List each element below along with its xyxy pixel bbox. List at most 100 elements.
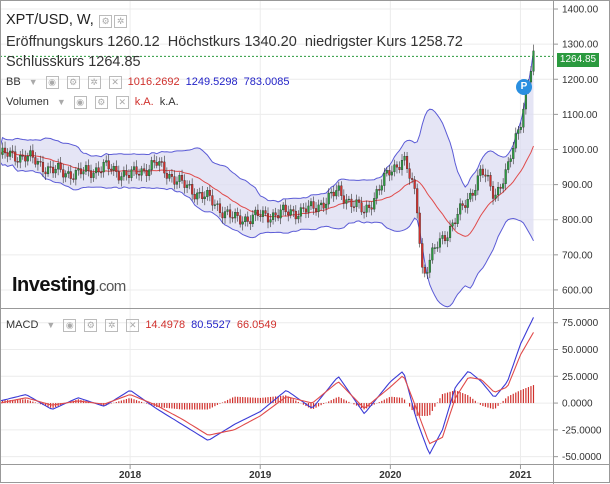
eye-icon[interactable]: ◉ (63, 318, 77, 332)
candle-body (428, 259, 431, 273)
candle-body (360, 202, 363, 213)
candle-body (254, 209, 257, 216)
candle-body (385, 170, 388, 174)
candle-body (307, 205, 310, 213)
candle-body (89, 170, 93, 178)
candle-body (398, 167, 401, 170)
candle-body (426, 272, 429, 274)
candle-body (122, 170, 125, 177)
macd-label: MACD (6, 319, 39, 331)
candle-body (322, 202, 325, 209)
candle-body (16, 161, 19, 163)
gear-icon[interactable]: ✲ (87, 75, 101, 89)
candle-body (79, 168, 82, 175)
price-tick-label: 800.00 (562, 215, 593, 226)
candle-body (57, 163, 60, 170)
candle-body (226, 209, 229, 212)
close-icon[interactable]: ✕ (115, 95, 129, 109)
gear-icon[interactable]: ✲ (105, 318, 119, 332)
candle-body (173, 176, 176, 185)
candle-body (284, 204, 287, 213)
candle-body (365, 204, 368, 213)
candle-body (332, 191, 335, 197)
candle-body (125, 170, 128, 176)
candle-body (100, 171, 103, 174)
candle-body (438, 238, 441, 248)
candle-body (26, 155, 29, 162)
candle-body (454, 222, 457, 225)
candle-body (39, 161, 42, 163)
bb-lower-value: 783.0085 (243, 76, 290, 88)
candle-body (289, 209, 292, 216)
chevron-down-icon[interactable]: ▼ (56, 97, 66, 107)
last-price-tag: 1264.85 (557, 53, 599, 67)
macd-tick-label: 50.0000 (562, 345, 599, 356)
candle-body (471, 192, 474, 196)
candle-body (24, 156, 27, 162)
candle-body (246, 216, 249, 222)
close-icon[interactable]: ✕ (108, 75, 122, 89)
chevron-down-icon[interactable]: ▼ (46, 320, 56, 330)
gear-icon[interactable]: ✲ (114, 15, 128, 28)
close-icon[interactable]: ✕ (126, 318, 140, 332)
macd-tick-label: -25.0000 (562, 425, 602, 436)
macd-tick-label: -50.0000 (562, 452, 602, 463)
volume-legend: Volumen ▼ ◉ ⚙ ✕ k.A. k.A. (6, 94, 179, 110)
candle-body (312, 201, 315, 209)
candle-body (97, 167, 100, 173)
candle-body (340, 185, 343, 196)
candle-body (127, 174, 131, 178)
candle-body (413, 179, 416, 189)
macd-hist-value: 14.4978 (145, 319, 186, 331)
candle-body (264, 210, 267, 214)
candle-body (433, 247, 436, 249)
eye-icon[interactable]: ◉ (73, 95, 87, 109)
candle-body (274, 212, 277, 216)
candle-body (519, 127, 522, 130)
candle-body (193, 194, 196, 200)
candle-body (400, 160, 404, 170)
candle-body (517, 129, 520, 134)
p-badge-icon[interactable]: P (516, 79, 532, 95)
eye-icon[interactable]: ◉ (45, 75, 59, 89)
volume-value-1: k.A. (134, 96, 154, 108)
candle-body (241, 221, 244, 225)
candle-body (380, 185, 383, 191)
candle-body (464, 205, 467, 208)
chevron-down-icon[interactable]: ▼ (28, 77, 38, 87)
candle-body (320, 202, 323, 206)
price-tick-label: 700.00 (562, 250, 593, 261)
candle-body (459, 203, 462, 215)
candle-body (155, 162, 158, 166)
candle-body (14, 151, 17, 162)
candle-body (466, 199, 469, 208)
macd-tick-label: 25.0000 (562, 372, 599, 383)
x-tick-label: 2021 (509, 470, 532, 481)
low-label: niedrigster Kurs (304, 34, 407, 50)
settings-icon[interactable]: ⚙ (66, 75, 80, 89)
candle-body (299, 207, 302, 217)
candle-body (165, 172, 168, 179)
settings-icon[interactable]: ⚙ (94, 95, 108, 109)
candle-body (216, 203, 219, 205)
candle-body (34, 157, 37, 165)
settings-icon[interactable]: ⚙ (84, 318, 98, 332)
settings-icon[interactable]: ⚙ (99, 15, 113, 28)
candle-body (330, 191, 333, 194)
candle-body (507, 161, 510, 170)
candle-body (196, 192, 199, 200)
candle-body (180, 175, 184, 181)
candle-body (350, 198, 353, 207)
candle-body (77, 168, 80, 171)
macd-tick-label: 0.0000 (562, 399, 593, 410)
candle-body (150, 160, 153, 170)
candle-body (67, 171, 70, 174)
candle-body (52, 166, 55, 174)
x-tick-label: 2018 (119, 470, 142, 481)
candle-body (36, 161, 39, 165)
candle-body (375, 189, 378, 199)
candle-body (337, 185, 340, 191)
candle-body (115, 166, 118, 172)
investing-logo: Investing.com (12, 274, 126, 296)
